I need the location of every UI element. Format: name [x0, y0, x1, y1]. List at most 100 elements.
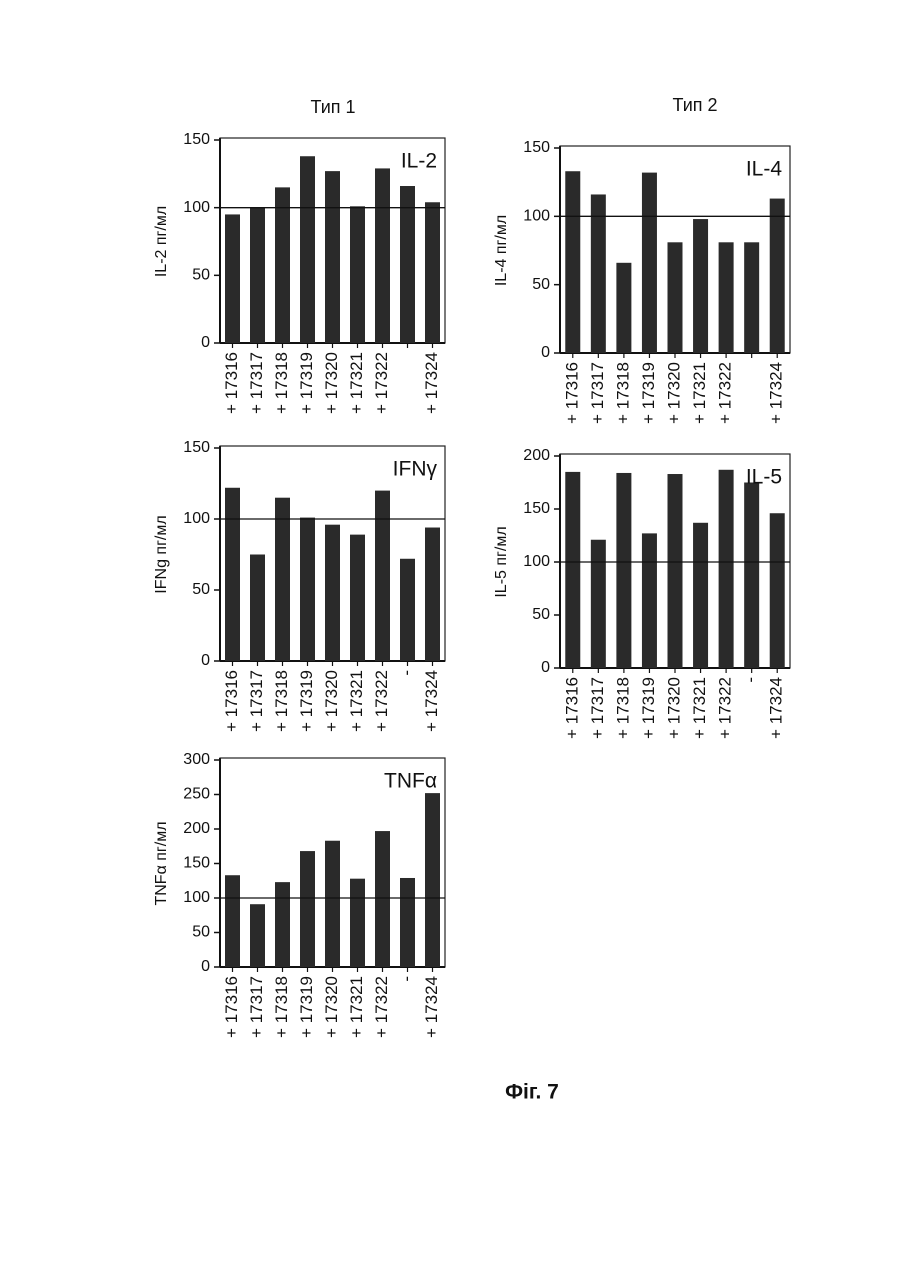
x-tick-label: + 17316: [222, 976, 241, 1038]
x-tick-label: + 17321: [690, 362, 709, 424]
chart-title: IL-4: [746, 158, 783, 181]
y-tick-label: 150: [183, 131, 210, 148]
bar: [693, 219, 708, 353]
bar: [300, 851, 315, 967]
y-tick-label: 0: [201, 652, 210, 669]
bar: [300, 518, 315, 661]
bar: [275, 498, 290, 661]
x-tick-label: + 17324: [422, 670, 441, 732]
bar: [375, 491, 390, 661]
chart-title: IFNγ: [393, 458, 438, 481]
x-tick-label: -: [397, 670, 416, 676]
x-tick-label: + 17321: [347, 670, 366, 732]
y-tick-label: 250: [183, 786, 210, 803]
x-tick-label: + 17320: [322, 352, 341, 414]
x-tick-label: + 17318: [613, 362, 632, 424]
bar: [591, 194, 606, 353]
y-tick-label: 150: [183, 855, 210, 872]
y-axis-label: IFNg пг/мл: [153, 515, 170, 593]
column-title: Тип 2: [672, 95, 717, 115]
x-tick-label: + 17324: [767, 677, 786, 739]
x-tick-label: + 17322: [372, 670, 391, 732]
bar: [225, 214, 240, 343]
y-tick-label: 150: [183, 439, 210, 456]
y-axis-label: IL-2 пг/мл: [153, 206, 170, 277]
y-tick-label: 50: [532, 606, 550, 623]
bar: [565, 472, 580, 668]
y-tick-label: 0: [541, 659, 550, 676]
background: [0, 0, 900, 1273]
y-tick-label: 50: [192, 924, 210, 941]
bar: [300, 156, 315, 343]
y-axis-label: IL-4 пг/мл: [493, 215, 510, 286]
x-tick-label: + 17318: [272, 976, 291, 1038]
y-axis-label: IL-5 пг/мл: [493, 526, 510, 597]
bar: [719, 242, 734, 353]
bar: [400, 186, 415, 343]
y-tick-label: 100: [523, 208, 550, 225]
y-tick-label: 200: [183, 820, 210, 837]
bar: [325, 171, 340, 343]
y-tick-label: 50: [192, 581, 210, 598]
x-tick-label: + 17316: [562, 362, 581, 424]
x-tick-label: + 17322: [372, 352, 391, 414]
bar: [375, 168, 390, 343]
bar: [225, 488, 240, 661]
x-tick-label: + 17318: [272, 352, 291, 414]
x-tick-label: + 17319: [297, 352, 316, 414]
x-tick-label: + 17317: [247, 352, 266, 414]
y-tick-label: 100: [183, 199, 210, 216]
bar: [425, 202, 440, 343]
bar: [668, 474, 683, 668]
x-tick-label: + 17318: [272, 670, 291, 732]
bar: [350, 879, 365, 967]
column-title: Тип 1: [310, 97, 355, 117]
bar: [325, 841, 340, 967]
bar: [400, 878, 415, 967]
x-tick-label: + 17322: [716, 677, 735, 739]
x-tick-label: + 17321: [347, 352, 366, 414]
y-tick-label: 50: [532, 276, 550, 293]
x-tick-label: + 17320: [664, 362, 683, 424]
x-tick-label: + 17316: [222, 352, 241, 414]
x-tick-label: + 17317: [588, 362, 607, 424]
y-tick-label: 100: [183, 889, 210, 906]
x-tick-label: + 17316: [222, 670, 241, 732]
x-tick-label: + 17317: [588, 677, 607, 739]
chart-title: TNFα: [384, 770, 437, 793]
x-tick-label: + 17320: [322, 976, 341, 1038]
x-tick-label: + 17320: [664, 677, 683, 739]
bar: [275, 882, 290, 967]
x-tick-label: + 17324: [422, 976, 441, 1038]
figure: Тип 1 Тип 2 Фіг. 7 0 50 100 150 + 17316 + 173…: [0, 0, 900, 1273]
x-tick-label: + 17319: [297, 976, 316, 1038]
chart-title: IL-2: [401, 150, 437, 173]
figure-label: Фіг. 7: [505, 1081, 559, 1104]
bar: [642, 533, 657, 668]
bar: [642, 173, 657, 353]
y-tick-label: 100: [523, 553, 550, 570]
bar: [425, 528, 440, 661]
chart-title: IL-5: [746, 466, 782, 489]
bar: [250, 904, 265, 967]
bar: [719, 470, 734, 668]
y-tick-label: 200: [523, 447, 550, 464]
x-tick-label: + 17319: [639, 677, 658, 739]
x-tick-label: + 17319: [639, 362, 658, 424]
x-tick-label: -: [397, 976, 416, 982]
bar: [770, 199, 785, 353]
y-tick-label: 300: [183, 751, 210, 768]
bar: [744, 242, 759, 353]
bar: [668, 242, 683, 353]
x-tick-label: + 17324: [767, 362, 786, 424]
bar: [616, 473, 631, 668]
y-tick-label: 150: [523, 139, 550, 156]
y-tick-label: 150: [523, 500, 550, 517]
x-tick-label: + 17317: [247, 670, 266, 732]
bar: [350, 206, 365, 343]
bar: [250, 555, 265, 662]
bar: [375, 831, 390, 967]
x-tick-label: + 17321: [690, 677, 709, 739]
x-tick-label: + 17316: [562, 677, 581, 739]
bar: [275, 187, 290, 343]
